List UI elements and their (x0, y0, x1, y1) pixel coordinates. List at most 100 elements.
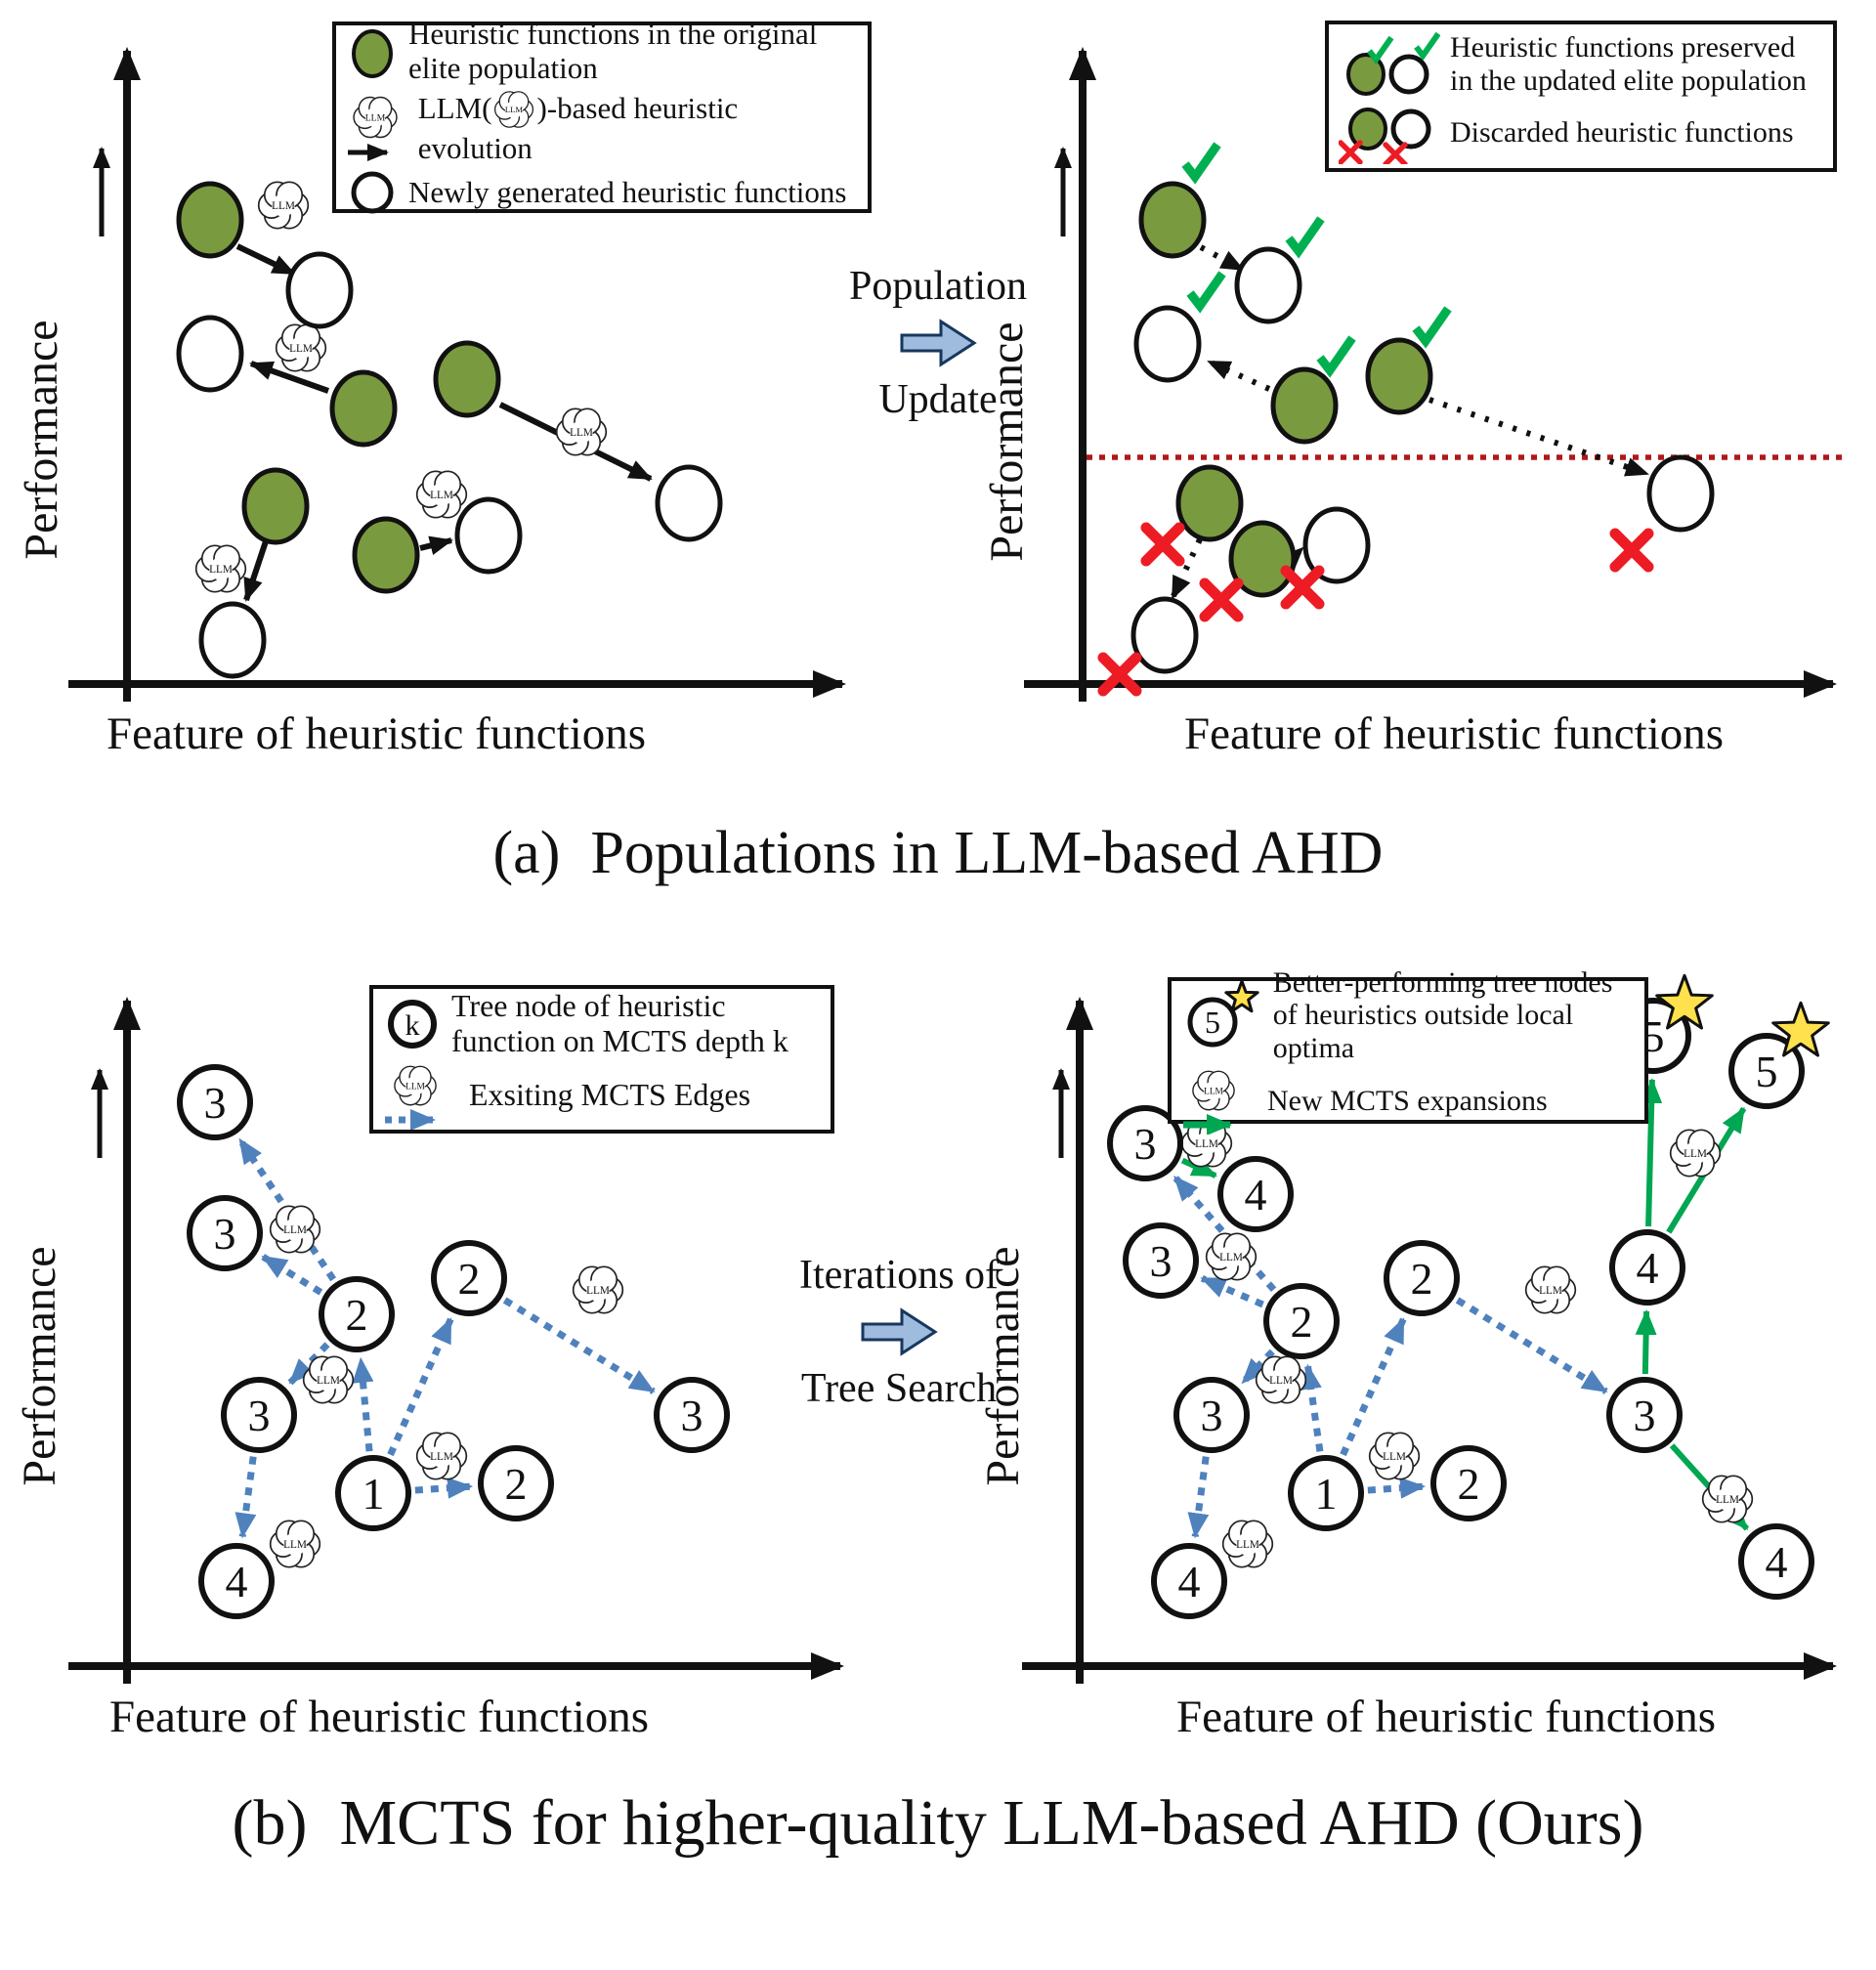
elite-heuristic-node (241, 467, 310, 545)
x-axis-label: Feature of heuristic functions (1184, 708, 1724, 759)
tree-node (1430, 1445, 1507, 1521)
mcts-edge (502, 1297, 656, 1394)
llm-icon (555, 407, 608, 456)
cross-icon (1140, 522, 1185, 567)
tree-node (335, 1455, 411, 1531)
update-move-arrow (1280, 545, 1305, 571)
tree-node-depth-label: 4 (226, 1557, 248, 1606)
starred-node-icon: 5 (1187, 981, 1259, 1048)
legend-item-original-elite: Heuristic functions in the original elit… (346, 17, 858, 85)
llm-icon (269, 1520, 321, 1568)
new-expansion-arrow (1641, 1077, 1663, 1227)
new-heuristic-node (285, 251, 354, 329)
new-expansion-arrow (1635, 1308, 1657, 1375)
elite-heuristic-node (1270, 366, 1339, 445)
mcts-edge (1367, 1477, 1427, 1499)
new-heuristic-node (1130, 596, 1199, 674)
tree-node (221, 1377, 297, 1453)
llm-icon (415, 470, 468, 519)
legend-text: Discarded heuristic functions (1450, 115, 1794, 149)
new-heuristic-node (1133, 305, 1202, 383)
check-icon (1367, 31, 1440, 64)
caption-panel-a: (a) Populations in LLM-based AHD (492, 820, 1384, 886)
green-circle-icon (352, 28, 393, 78)
block-arrow-icon (861, 1307, 938, 1356)
mcts-edge (1187, 1456, 1210, 1539)
new-heuristic-node (176, 315, 244, 393)
panel-b-left: Performance Feature of heuristic function… (14, 997, 844, 1742)
y-axis-label: Performance (14, 1246, 65, 1485)
tree-node (198, 1543, 275, 1619)
connector-label-top: Iterations of (798, 1253, 1000, 1298)
update-move-arrow (1428, 397, 1649, 477)
mcts-edge (414, 1477, 474, 1499)
mcts-edge (1200, 1274, 1264, 1308)
cross-icon (1339, 139, 1408, 164)
legend-item-discarded: Discarded heuristic functions (1339, 102, 1823, 164)
llm-icon (415, 1432, 468, 1480)
llm-icon (1701, 1475, 1754, 1523)
check-icon (1316, 335, 1356, 378)
tree-node-depth-label: 1 (362, 1469, 385, 1519)
x-axis-label: Feature of heuristic functions (109, 1692, 649, 1742)
llm-arrow-icon (348, 96, 398, 161)
preserved-circles-icon (1346, 31, 1440, 96)
check-icon (1285, 216, 1325, 259)
check-icon (1181, 142, 1221, 185)
tree-node (1151, 1543, 1227, 1619)
elite-heuristic-node (1138, 181, 1207, 259)
tree-node-depth-label: 3 (214, 1209, 236, 1259)
legend-a-left: Heuristic functions in the original elit… (332, 17, 872, 214)
new-heuristic-node (1302, 506, 1371, 584)
check-icon (1412, 306, 1452, 349)
tree-node-depth-label: 3 (1201, 1391, 1223, 1440)
tree-search-connector: Iterations of Tree Search (772, 1255, 1026, 1409)
llm-icon (1524, 1265, 1577, 1314)
llm-icon-inline (494, 91, 534, 129)
legend-item-better-nodes: 5 Better-performing tree nodes of heuris… (1181, 966, 1635, 1065)
caption-panel-b: (b) MCTS for higher-quality LLM-based AH… (232, 1787, 1644, 1859)
tree-node-depth-label: 3 (248, 1391, 271, 1440)
mcts-edge (1300, 1363, 1324, 1452)
tree-node (319, 1276, 395, 1352)
tree-node-depth-label: 2 (1411, 1254, 1433, 1304)
x-axis-label: Feature of heuristic functions (1176, 1692, 1716, 1742)
llm-green-arrow-icon (1183, 1070, 1235, 1135)
llm-icon (1221, 1520, 1274, 1568)
mcts-edge (261, 1254, 323, 1296)
cross-icon (1097, 652, 1142, 697)
y-axis-label: Performance (981, 321, 1033, 561)
llm-icon (1255, 1355, 1307, 1404)
tree-node-depth-label: 4 (1245, 1170, 1267, 1220)
legend-b-left: k Tree node of heuristic function on MCT… (369, 985, 834, 1134)
tree-node-depth-label: 3 (1134, 1119, 1157, 1169)
legend-text: Exsiting MCTS Edges (469, 1076, 751, 1112)
discarded-circles-icon (1339, 107, 1431, 164)
tree-node (1123, 1222, 1199, 1299)
population-update-connector: Population Update (811, 266, 1065, 420)
llm-icon (302, 1355, 355, 1404)
evolution-arrow (419, 535, 453, 556)
star-icon (1655, 973, 1714, 1030)
check-icon (1186, 271, 1226, 314)
legend-item-new-expansions: New MCTS expansions (1181, 1066, 1635, 1135)
legend-item-existing-edges: Exsiting MCTS Edges (383, 1061, 821, 1130)
tree-node-depth-label: 3 (204, 1078, 227, 1128)
cross-icon (1199, 578, 1244, 622)
cross-icon (1280, 565, 1325, 610)
tree-node (1288, 1455, 1364, 1531)
elite-heuristic-node (176, 181, 244, 259)
llm-icon (275, 323, 327, 372)
tree-node (1606, 1377, 1683, 1453)
legend-item-newly-generated: Newly generated heuristic functions (346, 168, 858, 217)
tree-node-depth-label: 2 (1458, 1459, 1480, 1509)
tree-node (177, 1064, 253, 1140)
llm-icon (1368, 1432, 1421, 1480)
new-heuristic-node (1646, 454, 1715, 533)
k-node-label: k (405, 1009, 420, 1042)
new-heuristic-node (198, 601, 267, 679)
llm-blue-dashed-arrow-icon (385, 1065, 437, 1130)
elite-heuristic-node (1175, 464, 1244, 542)
update-move-arrow (1207, 359, 1271, 392)
